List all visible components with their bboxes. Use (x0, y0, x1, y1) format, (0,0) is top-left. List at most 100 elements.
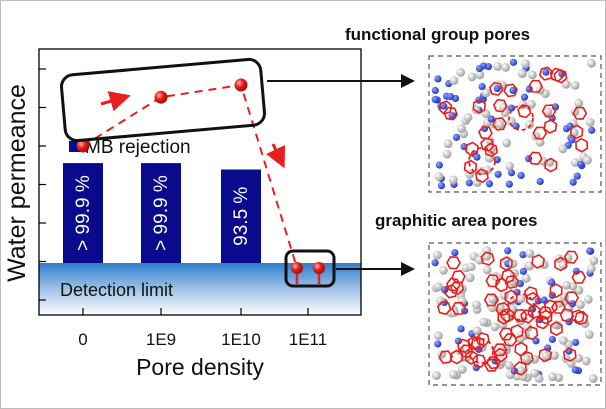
carbon-atom (521, 59, 530, 69)
aromatic-ring (498, 327, 514, 341)
carbon-atom (472, 300, 481, 310)
carbon-atom (467, 72, 477, 82)
nitrogen-atom (507, 169, 516, 177)
x-axis-ticks: 0 1E9 1E10 1E11 (78, 308, 327, 349)
aromatic-ring (575, 137, 589, 153)
aromatic-ring (445, 277, 461, 292)
bottom-panel-title: graphitic area pores (375, 211, 538, 230)
nitrogen-atom (465, 179, 473, 187)
x-tick-label: 1E11 (289, 330, 327, 349)
nitrogen-atom (457, 325, 465, 333)
plot-frame (38, 48, 362, 316)
nitrogen-atom (509, 58, 518, 66)
aromatic-ring (497, 309, 511, 325)
aromatic-ring (543, 299, 558, 315)
aromatic-ring (538, 347, 553, 363)
carbon-atom (525, 249, 535, 258)
x-tick-label: 0 (78, 330, 87, 349)
nitrogen-atom (548, 278, 556, 287)
carbon-atom (525, 120, 534, 129)
water-permeance-trend (76, 78, 325, 284)
nitrogen-atom (504, 247, 512, 255)
carbon-atom (502, 341, 511, 351)
aromatic-ring (525, 291, 540, 307)
nitrogen-atom (446, 93, 455, 101)
nitrogen-atom (571, 338, 580, 347)
aromatic-ring (492, 117, 508, 131)
aromatic-ring (564, 291, 580, 305)
aromatic-ring (451, 270, 466, 284)
carbon-atom (456, 68, 466, 77)
nitrogen-atom (543, 344, 552, 352)
x-tick-label: 1E10 (221, 330, 261, 349)
nitrogen-atom (431, 95, 439, 104)
carbon-atom (481, 109, 491, 119)
permeance-point (154, 90, 168, 104)
aromatic-ring (520, 309, 535, 324)
nitrogen-atom (485, 180, 494, 188)
carbon-atom (587, 58, 596, 68)
carbon-atom (442, 149, 452, 159)
nitrogen-atom (454, 337, 463, 345)
carbon-atom (463, 112, 473, 122)
aromatic-ring (573, 310, 589, 326)
aromatic-ring (549, 67, 565, 82)
carbon-atom (521, 273, 531, 283)
nitrogen-atom (435, 161, 443, 169)
carbon-atom (481, 88, 491, 98)
aromatic-ring (449, 280, 465, 295)
carbon-atom (561, 79, 571, 89)
graphitic-highlight-box (284, 249, 336, 288)
functional-group-structure (431, 58, 596, 190)
carbon-atom (588, 374, 598, 383)
aromatic-ring (535, 314, 550, 330)
nitrogen-atom (478, 82, 486, 91)
pore-outline (468, 147, 496, 175)
nitrogen-atom (473, 153, 481, 161)
nitrogen-atom (519, 267, 527, 275)
carbon-atom (550, 351, 559, 360)
nitrogen-atom (536, 177, 544, 186)
nitrogen-atom (434, 75, 442, 83)
carbon-atom (475, 70, 485, 80)
aromatic-ring (571, 270, 587, 284)
carbon-atom (434, 282, 443, 291)
carbon-atom (435, 296, 445, 306)
aromatic-ring (451, 301, 467, 316)
aromatic-ring (472, 98, 486, 114)
functional-group-highlight-box (60, 57, 266, 143)
carbon-atom (449, 370, 458, 379)
carbon-atom (574, 98, 584, 108)
nitrogen-atom (437, 182, 446, 190)
aromatic-ring (537, 305, 553, 320)
aromatic-ring (544, 157, 558, 173)
carbon-atom (528, 70, 537, 80)
nitrogen-atom (520, 93, 529, 101)
aromatic-ring (483, 293, 499, 307)
carbon-atom (586, 264, 596, 273)
carbon-atom (583, 294, 593, 304)
top-panel-title: functional group pores (345, 25, 530, 44)
mb-rejection-bars: > 99.9 % > 99.9 % 93.5 % (63, 163, 261, 263)
pore-outline (508, 105, 534, 131)
bar-value-label: > 99.9 % (151, 175, 172, 251)
nitrogen-atom (542, 68, 550, 76)
aromatic-ring (471, 353, 487, 368)
aromatic-ring (478, 125, 493, 140)
carbon-atom (465, 273, 475, 283)
nitrogen-atom (494, 170, 502, 178)
permeance-point (76, 139, 90, 153)
carbon-atom (457, 124, 466, 133)
graphitic-area-structure (431, 246, 599, 383)
aromatic-ring (510, 324, 524, 339)
x-axis-label: Pore density (136, 354, 264, 380)
nitrogen-atom (509, 86, 517, 94)
carbon-atom (472, 326, 482, 336)
nitrogen-atom (571, 366, 579, 374)
carbon-atom (508, 277, 517, 287)
carbon-atom (493, 62, 502, 71)
pore-outline (468, 338, 494, 364)
trend-arrow (100, 91, 131, 112)
aromatic-ring (443, 106, 459, 121)
